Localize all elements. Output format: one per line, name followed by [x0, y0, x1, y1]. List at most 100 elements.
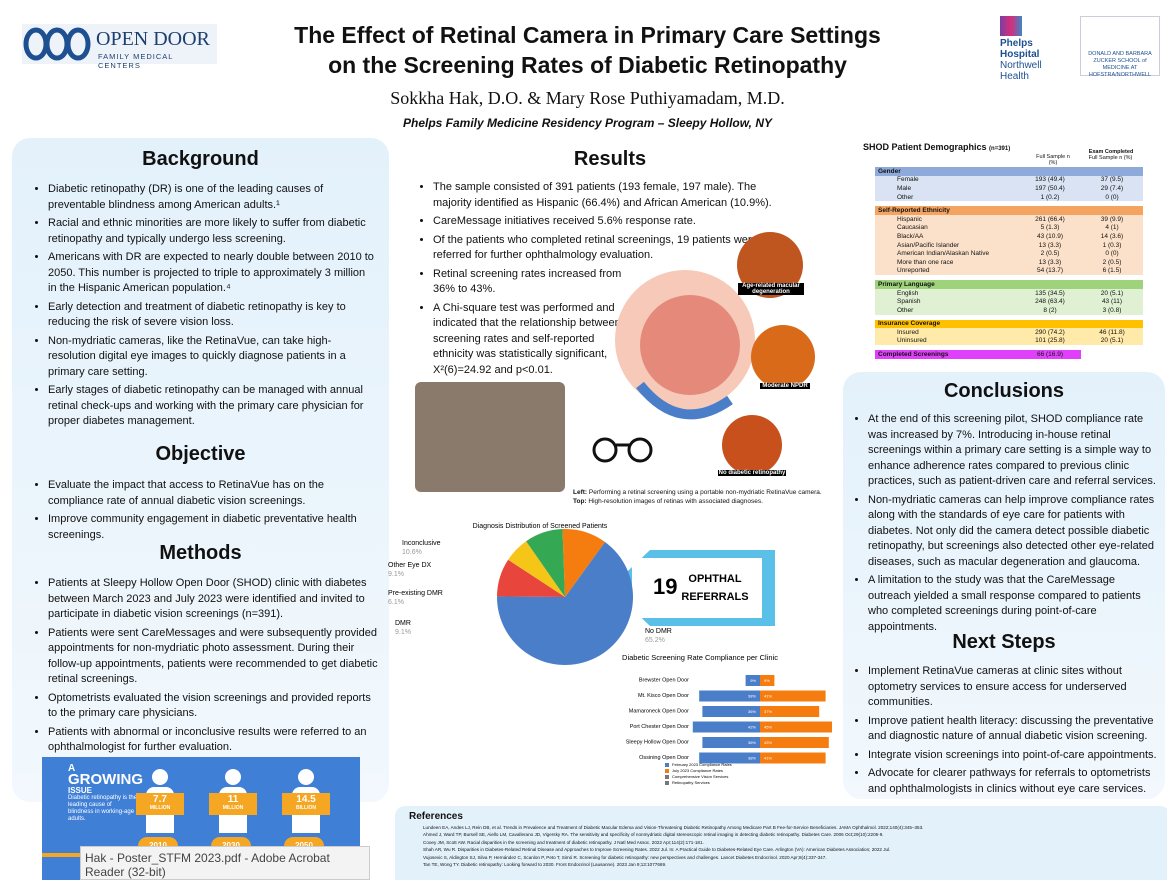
logo-phelps: Phelps Hospital Northwell Health	[1000, 16, 1070, 82]
logo-mark	[1000, 16, 1022, 36]
table-row: American Indian/Alaskan Native 2 (0.5) 0 (…	[875, 249, 1143, 258]
bar-value: 43%	[764, 740, 772, 745]
pie-value: 6.1%	[388, 599, 404, 606]
figure-caption: Left: Performing a retinal screening usi…	[573, 488, 843, 506]
logo-left: OPEN DOOR FAMILY MEDICAL CENTERS	[22, 24, 217, 70]
eye-illustration	[640, 295, 740, 395]
bullets: Patients at Sleepy Hollow Open Door (SHO…	[30, 576, 380, 756]
bar	[760, 675, 775, 686]
table-row: Unreported 54 (13.7) 6 (1.5)	[875, 266, 1143, 276]
info-amount: 7.7	[153, 794, 167, 805]
bullet-item: Advocate for clearer pathways for referr…	[868, 766, 1160, 797]
referral-count: 19	[653, 574, 677, 599]
referral-text: REFERRALS	[681, 591, 748, 603]
group-name: Insurance Coverage	[878, 320, 941, 328]
person-icon	[298, 769, 314, 785]
bullet-item: CareMessage initiatives received 5.6% re…	[433, 214, 795, 230]
bar-value: 36%	[748, 709, 756, 714]
callout-inner	[632, 558, 762, 618]
bar	[699, 752, 760, 764]
table-cell: 8 (2)	[1043, 306, 1057, 314]
bar-chart: Diabetic Screening Rate Compliance per C…	[622, 653, 832, 785]
table-cell: 101 (25.8)	[1035, 337, 1065, 345]
bar	[702, 706, 760, 717]
chart-title: Diagnosis Distribution of Screened Patie…	[473, 523, 608, 530]
reference: Lundeen EA, Andes LJ, Rein DB, et al. Tr…	[423, 824, 1156, 831]
bar	[699, 690, 760, 702]
table-cell: More than one race	[897, 258, 954, 266]
bar-value: 41%	[764, 694, 772, 699]
affiliation: Phelps Family Medicine Residency Program…	[402, 116, 772, 130]
bullet-item: Racial and ethnic minorities are more li…	[48, 216, 375, 247]
table-row: Hispanic 261 (66.4) 39 (9.9)	[875, 214, 1143, 224]
logo-subtext: FAMILY MEDICAL CENTERS	[98, 52, 174, 70]
eye-illustration	[636, 381, 733, 420]
references-list: Lundeen EA, Andes LJ, Rein DB, et al. Tr…	[409, 824, 1156, 868]
bullet-item: A Chi-square test was performed and indi…	[433, 301, 623, 379]
group-row: Self-Reported Ethnicity	[875, 206, 1143, 215]
column-header: Exam Completed	[1088, 149, 1134, 155]
right-panel	[843, 372, 1165, 799]
bullet-item: Early stages of diabetic retinopathy can…	[48, 383, 375, 430]
chart-title: Diabetic Screening Rate Compliance per C…	[622, 653, 778, 662]
reference: Ahmed J, Ward TP, Bursell SE, Aiello LM,…	[423, 831, 1156, 838]
bullet-item: Implement RetinaVue cameras at clinic si…	[868, 664, 1160, 711]
category-label: Brewster Open Door	[639, 677, 689, 683]
category-label: Mamaroneck Open Door	[629, 708, 689, 714]
demographics-table: Gender Female 193 (49.4) 37 (9.5) Male 197 (5…	[875, 167, 1143, 359]
info-title: ISSUE	[68, 786, 93, 795]
pie-label: Inconclusive	[402, 540, 441, 547]
legend-label: July 2023 Compliance Rates	[672, 768, 723, 773]
caption-text: High-resolution images of retinas with a…	[588, 498, 763, 505]
legend-swatch	[665, 775, 669, 779]
bullet-item: Patients with abnormal or inconclusive r…	[48, 725, 380, 756]
table-n: (n=391)	[989, 146, 1011, 152]
category-label: Sleepy Hollow Open Door	[626, 739, 689, 745]
table-row: Female 193 (49.4) 37 (9.5)	[875, 175, 1143, 185]
legend-label: February 2023 Compliance Rates	[672, 762, 732, 767]
title-line: The Effect of Retinal Camera in Primary …	[294, 22, 881, 48]
table-cell: 0 (0)	[1105, 193, 1119, 201]
pie-value: 9.1%	[388, 571, 404, 578]
table-cell: 261 (66.4)	[1035, 215, 1065, 223]
pie-slice	[497, 559, 565, 597]
section-heading: Conclusions	[943, 380, 1064, 402]
table-cell: 14 (3.6)	[1100, 232, 1124, 240]
bar-value: 9%	[750, 678, 756, 683]
table-cell: 37 (9.5)	[1100, 176, 1124, 184]
references: References Lundeen EA, Andes LJ, Rein DB…	[395, 806, 1167, 880]
pie-slice	[526, 529, 565, 597]
table-row: Uninsured 101 (25.8) 20 (5.1)	[875, 336, 1143, 346]
table-cell: 2 (0.5)	[1102, 258, 1122, 266]
table-cell: 13 (3.3)	[1038, 241, 1062, 249]
table-cell: 6 (1.5)	[1102, 267, 1122, 275]
table-cell: 5 (1.3)	[1040, 224, 1060, 232]
pie-label: No DMR	[645, 628, 672, 635]
bar-value: 41%	[764, 756, 772, 761]
bullet-list: Implement RetinaVue cameras at clinic si…	[850, 664, 1160, 800]
table-row: Other 8 (2) 3 (0.8)	[875, 305, 1143, 315]
table-title: SHOD Patient Demographics (n=391)	[863, 142, 1163, 152]
reference: Tan TE, Wong TY. Diabetic retinopathy: L…	[423, 861, 1156, 868]
logo-zucker: DONALD AND BARBARA ZUCKER SCHOOL of MEDI…	[1080, 16, 1160, 78]
bar	[760, 690, 826, 702]
group-row: Insurance Coverage	[875, 319, 1143, 329]
logo-rings	[23, 27, 91, 61]
info-badge: 7.7 MILLION	[136, 793, 184, 815]
bullet-item: Americans with DR are expected to nearly…	[48, 250, 375, 297]
bar	[760, 737, 829, 748]
info-amount: 14.5	[296, 794, 316, 805]
table-cell: 20 (5.1)	[1100, 289, 1124, 297]
bar-value: 36%	[748, 740, 756, 745]
bullets: The sample consisted of 391 patients (19…	[415, 180, 795, 378]
table-row: English 135 (34.5) 20 (5.1)	[875, 288, 1143, 298]
bar-value: 45%	[764, 725, 772, 730]
caption-line: Left: Performing a retinal screening usi…	[573, 488, 843, 497]
table-cell: 4 (1)	[1105, 224, 1119, 232]
bullet-list: The sample consisted of 391 patients (19…	[415, 180, 795, 381]
group-name: Gender	[878, 167, 901, 175]
bullets: Diabetic retinopathy (DR) is one of the …	[30, 182, 375, 430]
group-row: Primary Language	[875, 280, 1143, 289]
table-row: Other 1 (0.2) 0 (0)	[875, 192, 1143, 202]
bullet-item: Integrate vision screenings into point-o…	[868, 748, 1160, 764]
